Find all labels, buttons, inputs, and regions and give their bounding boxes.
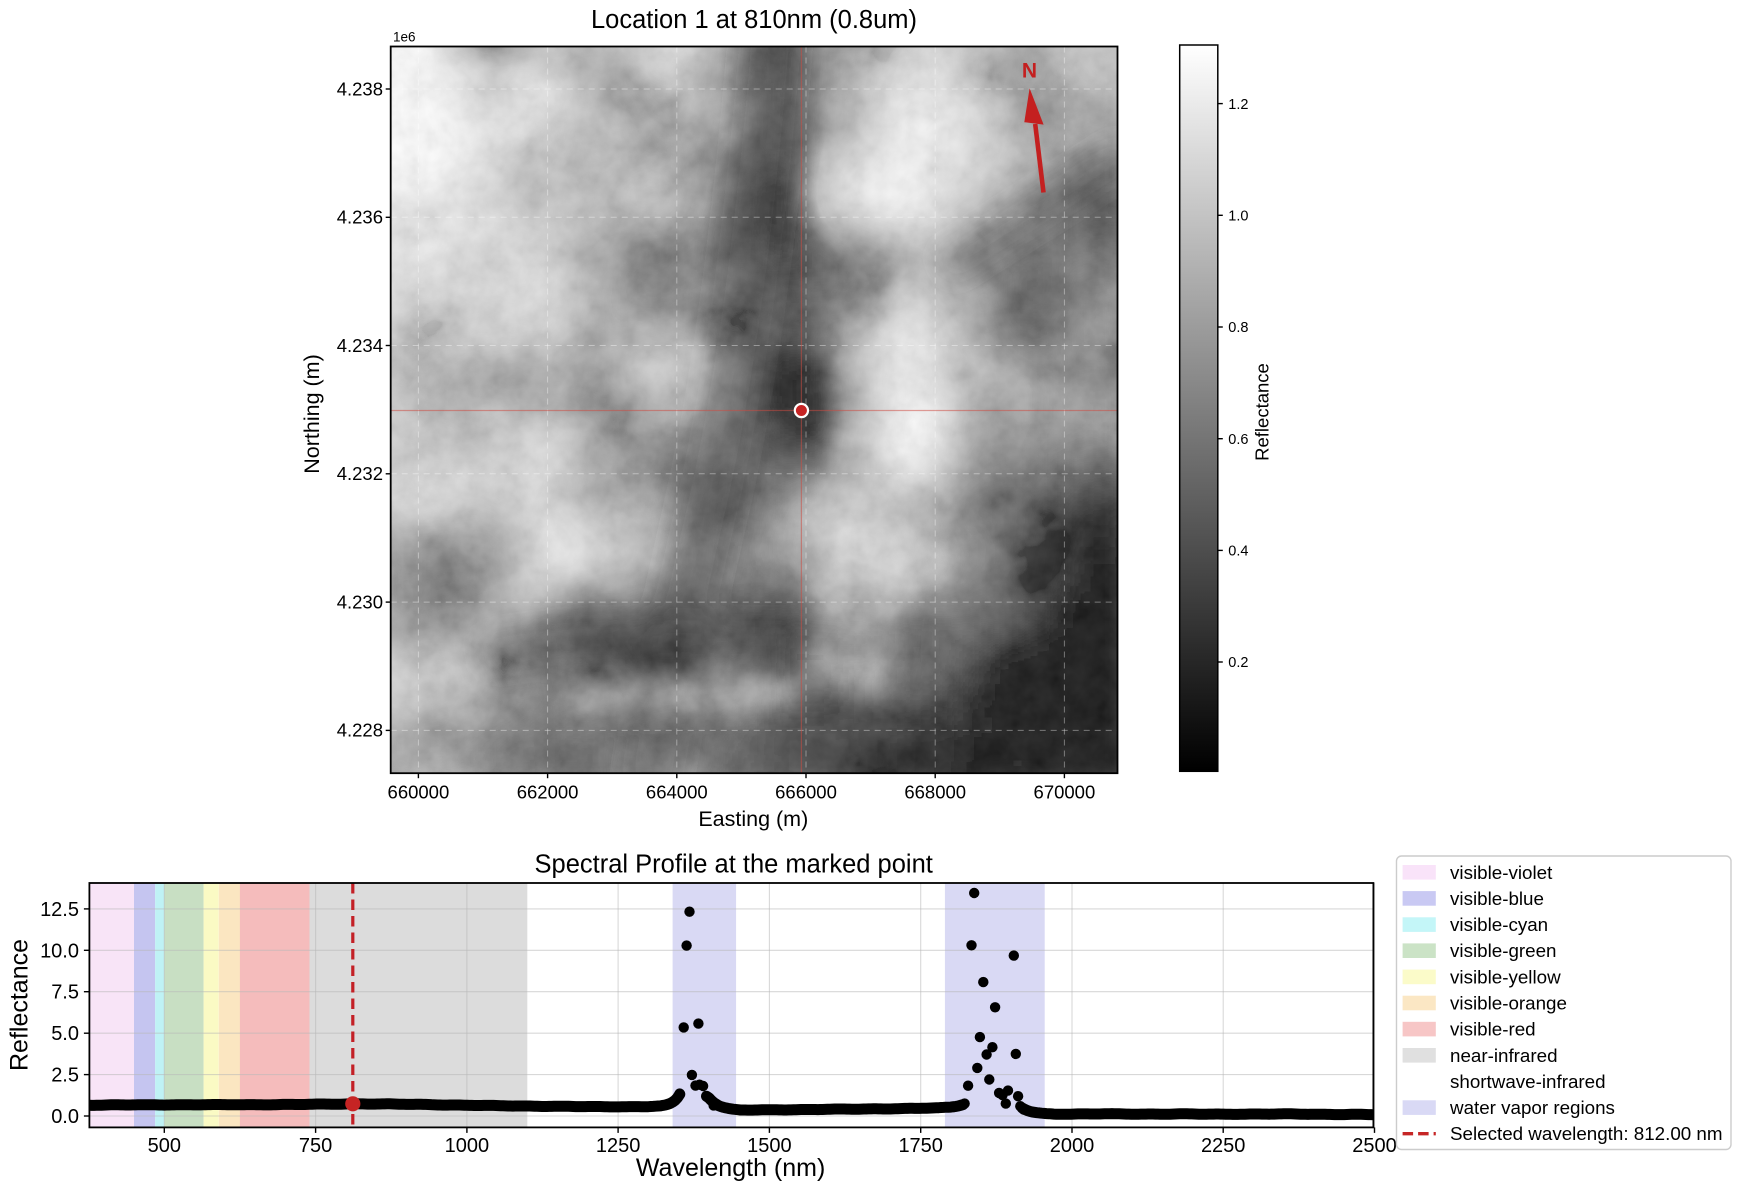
svg-text:Easting (m): Easting (m) bbox=[698, 807, 808, 831]
svg-text:Northing (m): Northing (m) bbox=[300, 354, 324, 473]
svg-text:1750: 1750 bbox=[898, 1135, 943, 1157]
svg-text:visible-blue: visible-blue bbox=[1450, 888, 1544, 909]
svg-text:1.2: 1.2 bbox=[1228, 97, 1248, 113]
svg-text:near-infrared: near-infrared bbox=[1450, 1045, 1558, 1066]
svg-text:visible-cyan: visible-cyan bbox=[1450, 914, 1548, 935]
svg-text:0.0: 0.0 bbox=[51, 1106, 79, 1128]
svg-text:shortwave-infrared: shortwave-infrared bbox=[1450, 1071, 1606, 1092]
svg-text:Wavelength (nm): Wavelength (nm) bbox=[636, 1154, 825, 1182]
svg-text:Spectral Profile at the marked: Spectral Profile at the marked point bbox=[535, 850, 933, 878]
svg-text:visible-yellow: visible-yellow bbox=[1450, 966, 1561, 987]
svg-text:12.5: 12.5 bbox=[40, 899, 79, 921]
svg-text:10.0: 10.0 bbox=[40, 940, 79, 962]
svg-text:500: 500 bbox=[148, 1135, 181, 1157]
svg-text:666000: 666000 bbox=[775, 782, 837, 803]
svg-text:1500: 1500 bbox=[747, 1135, 792, 1157]
svg-text:4.238: 4.238 bbox=[337, 78, 383, 99]
svg-text:visible-red: visible-red bbox=[1450, 1019, 1536, 1040]
svg-text:0.8: 0.8 bbox=[1228, 320, 1248, 336]
svg-text:7.5: 7.5 bbox=[51, 982, 79, 1004]
svg-text:1.0: 1.0 bbox=[1228, 209, 1248, 225]
svg-text:662000: 662000 bbox=[517, 782, 579, 803]
svg-text:1e6: 1e6 bbox=[393, 30, 416, 45]
svg-text:4.228: 4.228 bbox=[337, 720, 383, 741]
svg-text:visible-green: visible-green bbox=[1450, 940, 1556, 961]
svg-text:2500: 2500 bbox=[1352, 1135, 1397, 1157]
svg-text:4.236: 4.236 bbox=[337, 207, 383, 228]
svg-text:668000: 668000 bbox=[904, 782, 966, 803]
svg-text:4.232: 4.232 bbox=[337, 463, 383, 484]
svg-text:664000: 664000 bbox=[646, 782, 708, 803]
svg-text:2000: 2000 bbox=[1050, 1135, 1095, 1157]
svg-text:water vapor regions: water vapor regions bbox=[1449, 1097, 1615, 1118]
svg-text:0.4: 0.4 bbox=[1228, 544, 1248, 560]
svg-text:2.5: 2.5 bbox=[51, 1065, 79, 1087]
svg-text:Selected wavelength: 812.00 nm: Selected wavelength: 812.00 nm bbox=[1450, 1123, 1723, 1144]
svg-text:5.0: 5.0 bbox=[51, 1023, 79, 1045]
svg-text:visible-orange: visible-orange bbox=[1450, 993, 1567, 1014]
svg-text:4.234: 4.234 bbox=[337, 335, 383, 356]
svg-text:2250: 2250 bbox=[1201, 1135, 1246, 1157]
svg-text:N: N bbox=[1022, 60, 1037, 83]
svg-text:670000: 670000 bbox=[1034, 782, 1096, 803]
svg-text:750: 750 bbox=[299, 1135, 332, 1157]
svg-text:Location 1 at 810nm (0.8um): Location 1 at 810nm (0.8um) bbox=[591, 6, 917, 34]
svg-text:0.6: 0.6 bbox=[1228, 432, 1248, 448]
svg-text:1000: 1000 bbox=[445, 1135, 490, 1157]
svg-text:4.230: 4.230 bbox=[337, 591, 383, 612]
svg-text:660000: 660000 bbox=[388, 782, 450, 803]
svg-text:visible-violet: visible-violet bbox=[1450, 862, 1553, 883]
svg-text:0.2: 0.2 bbox=[1228, 655, 1248, 671]
svg-text:1250: 1250 bbox=[596, 1135, 641, 1157]
svg-text:Reflectance: Reflectance bbox=[1252, 363, 1273, 461]
svg-text:Reflectance: Reflectance bbox=[6, 939, 34, 1071]
